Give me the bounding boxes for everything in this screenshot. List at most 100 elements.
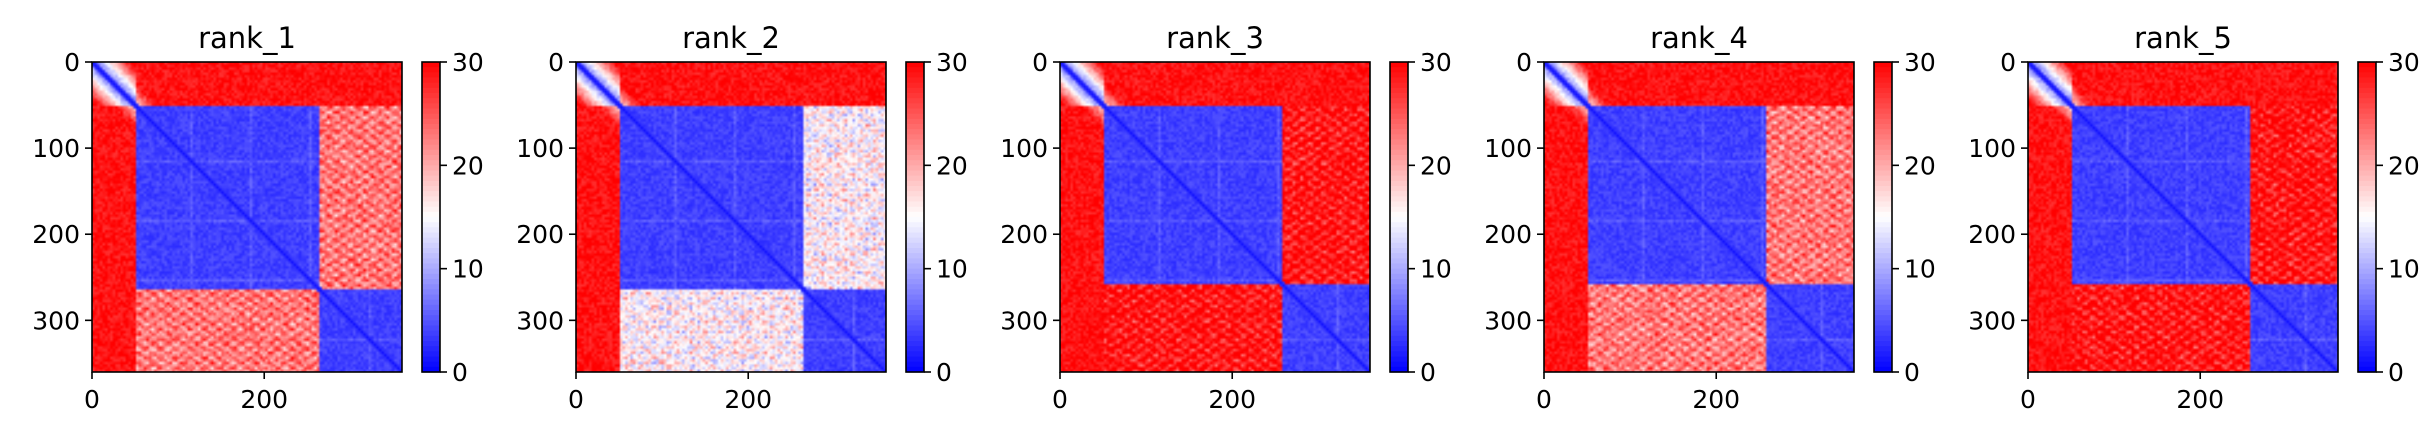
- colorbar-segment: [2358, 320, 2376, 327]
- colorbar-segment: [2358, 108, 2376, 115]
- colorbar-segment: [1874, 160, 1892, 166]
- colorbar-segment: [422, 351, 440, 358]
- colorbar-segment: [422, 304, 440, 311]
- plot-frame: [1543, 61, 1855, 373]
- colorbar-segment: [906, 289, 924, 296]
- x-tick-label: 200: [240, 385, 288, 414]
- colorbar-segment: [2358, 258, 2376, 265]
- colorbar-segment: [1390, 268, 1408, 275]
- colorbar-segment: [422, 341, 440, 347]
- heatmap-image: [1060, 62, 1370, 372]
- colorbar-segment: [2358, 93, 2376, 99]
- colorbar-segment: [1390, 232, 1408, 239]
- colorbar-segment: [1390, 289, 1408, 296]
- colorbar-segment: [422, 118, 440, 125]
- colorbar-segment: [2358, 227, 2376, 234]
- colorbar-segment: [2358, 160, 2376, 166]
- colorbar-segment: [2358, 361, 2376, 368]
- colorbar-segment: [1874, 248, 1892, 254]
- colorbar-segment: [1874, 294, 1892, 301]
- colorbar-segment: [1874, 299, 1892, 306]
- colorbar-segment: [1390, 170, 1408, 177]
- colorbar-segment: [906, 330, 924, 337]
- colorbar-segment: [2358, 144, 2376, 151]
- colorbar-segment: [906, 180, 924, 187]
- colorbar-tick-label: 30: [2388, 48, 2420, 77]
- colorbar-segment: [906, 356, 924, 363]
- colorbar-segment: [906, 118, 924, 125]
- colorbar-frame: [1389, 61, 1409, 373]
- colorbar-segment: [1390, 108, 1408, 115]
- colorbar-segment: [2358, 98, 2376, 104]
- colorbar-segment: [422, 144, 440, 151]
- y-tick-label: 0: [2000, 48, 2016, 77]
- colorbar-segment: [906, 320, 924, 327]
- colorbar-segment: [906, 284, 924, 290]
- colorbar-segment: [1874, 279, 1892, 285]
- colorbar-segment: [906, 186, 924, 192]
- colorbar-tick-label: 0: [936, 358, 952, 387]
- colorbar-segment: [1390, 361, 1408, 368]
- colorbar-segment: [906, 268, 924, 275]
- colorbar-segment: [1874, 304, 1892, 311]
- colorbar-tick-label: 30: [1420, 48, 1452, 77]
- colorbar-segment: [1874, 310, 1892, 316]
- colorbar-segment: [906, 98, 924, 104]
- heatmap-image: [92, 62, 402, 372]
- heatmap-panel-1: rank_1 0 100 200 300 0 200 0 10 20 30: [32, 21, 484, 414]
- colorbar-segment: [1390, 279, 1408, 285]
- colorbar-segment: [906, 196, 924, 203]
- colorbar-segment: [1874, 253, 1892, 259]
- colorbar-segment: [1390, 165, 1408, 172]
- colorbar-segment: [906, 279, 924, 285]
- colorbar-segment: [1390, 180, 1408, 187]
- colorbar-segment: [2358, 263, 2376, 270]
- colorbar-segment: [1874, 170, 1892, 177]
- colorbar-segment: [1874, 268, 1892, 275]
- colorbar-segment: [422, 346, 440, 352]
- colorbar-segment: [1874, 124, 1892, 130]
- y-tick-label: 200: [1484, 220, 1532, 249]
- colorbar-segment: [2358, 180, 2376, 187]
- y-tick-label: 0: [548, 48, 564, 77]
- y-tick-label: 100: [32, 134, 80, 163]
- colorbar-segment: [1874, 289, 1892, 296]
- colorbar-segment: [906, 346, 924, 352]
- colorbar-tick-label: 0: [452, 358, 468, 387]
- colorbar-segment: [2358, 113, 2376, 120]
- colorbar-segment: [1390, 294, 1408, 301]
- colorbar-segment: [1874, 139, 1892, 146]
- colorbar-segment: [1874, 77, 1892, 84]
- colorbar-segment: [1390, 315, 1408, 321]
- colorbar-segment: [1390, 206, 1408, 213]
- colorbar-segment: [1390, 211, 1408, 218]
- colorbar-segment: [1874, 67, 1892, 73]
- plot-frame: [575, 61, 887, 373]
- colorbar-segment: [422, 87, 440, 94]
- colorbar-segment: [2358, 87, 2376, 94]
- colorbar-segment: [422, 201, 440, 208]
- colorbar-segment: [1874, 222, 1892, 228]
- colorbar-segment: [1390, 103, 1408, 110]
- colorbar-segment: [906, 149, 924, 156]
- colorbar-segment: [906, 217, 924, 223]
- colorbar-segment: [2358, 325, 2376, 332]
- colorbar-segment: [1390, 263, 1408, 270]
- colorbar-segment: [1390, 366, 1408, 373]
- colorbar-segment: [2358, 129, 2376, 135]
- colorbar-segment: [906, 351, 924, 358]
- colorbar-segment: [422, 186, 440, 192]
- colorbar-segment: [2358, 304, 2376, 311]
- colorbar-segment: [422, 227, 440, 234]
- colorbar-segment: [1874, 335, 1892, 342]
- colorbar-segment: [2358, 134, 2376, 141]
- heatmap-panel-2: rank_2 0 100 200 300 0 200 0 10 20 30: [516, 21, 968, 414]
- colorbar-segment: [422, 160, 440, 166]
- y-tick-label: 300: [516, 306, 564, 335]
- colorbar-segment: [422, 165, 440, 172]
- colorbar-segment: [422, 258, 440, 265]
- x-tick-label: 200: [1208, 385, 1256, 414]
- colorbar-segment: [906, 191, 924, 197]
- y-tick-label: 300: [1484, 306, 1532, 335]
- colorbar-tick-label: 10: [1420, 255, 1452, 284]
